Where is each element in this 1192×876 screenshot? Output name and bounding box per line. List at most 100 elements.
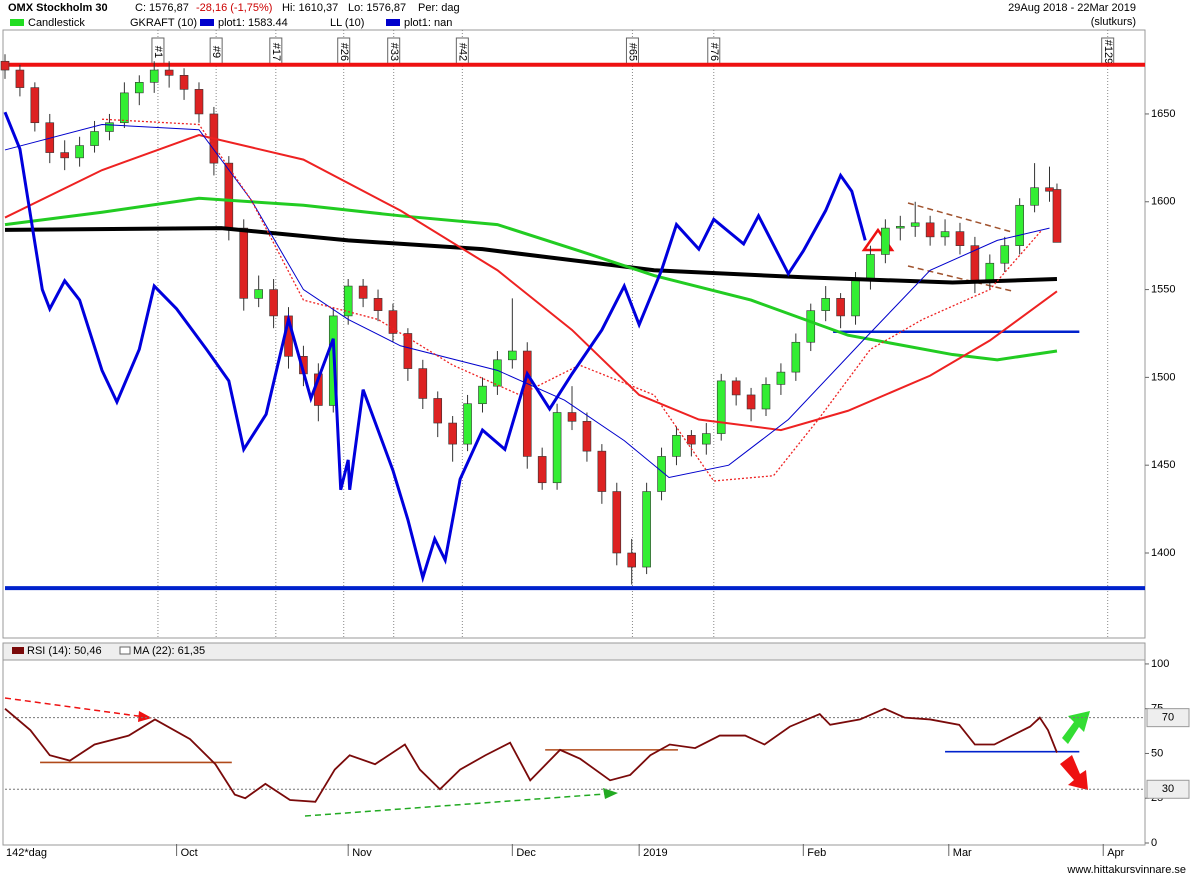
candle-body [940, 231, 950, 238]
candle-body [373, 298, 383, 311]
event-label: #129 [1102, 40, 1114, 64]
candle-body [702, 433, 711, 445]
candle-body [418, 368, 428, 399]
candle-body [552, 412, 562, 484]
event-label: #17 [270, 43, 282, 61]
trend-line [907, 202, 1013, 233]
high: Hi: 1610,37 [282, 2, 338, 14]
legend-entry: plot1: 1583.44 [218, 17, 288, 29]
candle-body [343, 285, 353, 317]
legend-entry: GKRAFT (10) [130, 17, 197, 29]
ma-legend: MA (22): 61,35 [133, 645, 205, 657]
indicator-line [4, 226, 1058, 285]
candle-body [970, 245, 980, 282]
candle-body [0, 60, 10, 71]
rsi-panel [2, 659, 1146, 846]
arrow-head [603, 788, 618, 799]
x-tick-label: Oct [181, 847, 198, 859]
candle-body [537, 456, 547, 484]
period: Per: dag [418, 2, 460, 14]
candle-body [90, 131, 99, 146]
y-tick-label: 1400 [1151, 547, 1175, 559]
candle-body [1052, 189, 1062, 243]
down-arrow [1060, 755, 1088, 790]
candle-body [895, 226, 905, 229]
candle-body [493, 359, 502, 387]
ma-swatch [119, 646, 131, 655]
low: Lo: 1576,87 [348, 2, 406, 14]
rsi-level-label: 70 [1162, 712, 1174, 724]
candle-body [866, 254, 875, 282]
candle-body [1000, 245, 1010, 264]
event-label: #26 [338, 43, 350, 61]
candle-body [582, 420, 592, 452]
candle-body [403, 333, 413, 369]
candle-body [134, 82, 144, 94]
x-tick-label: Feb [807, 847, 826, 859]
candle-body [30, 87, 40, 124]
candle-body [657, 456, 666, 492]
candle-body [448, 422, 457, 445]
candle-body [239, 227, 249, 299]
candle-body [716, 380, 726, 434]
candle-body [508, 350, 517, 361]
trend-arrow [304, 793, 606, 817]
candle-body [612, 491, 622, 554]
trend-arrow [4, 697, 146, 718]
y-tick-label: 1550 [1151, 283, 1175, 295]
rsi-swatch [12, 647, 24, 654]
up-arrow [1062, 711, 1090, 744]
candle-body [478, 385, 487, 405]
indicator-line [3, 111, 867, 584]
indicator-line [4, 133, 1058, 432]
candle-body [1030, 187, 1039, 206]
candle-body [836, 298, 845, 317]
price-panel [2, 29, 1146, 639]
legend-swatch [386, 19, 400, 26]
candle-body [731, 380, 741, 396]
candle-body [672, 435, 681, 457]
event-label: #42 [456, 43, 468, 61]
indicator-line [4, 123, 1050, 479]
candle-body [791, 341, 801, 373]
candle-body [642, 491, 651, 568]
x-tick-label: Nov [352, 847, 372, 859]
candle-body [433, 398, 443, 424]
rsi-y-tick-label: 100 [1151, 658, 1169, 670]
candle-body [358, 285, 368, 299]
candle-body [522, 350, 532, 457]
rsi-level-box [1146, 779, 1190, 799]
legend-entry: Candlestick [28, 17, 85, 29]
event-label: #65 [627, 43, 639, 61]
rsi-y-tick-label: 50 [1151, 747, 1163, 759]
candle-body [179, 75, 189, 90]
y-tick-label: 1600 [1151, 196, 1175, 208]
candle-body [75, 145, 84, 159]
legend-swatch [200, 19, 214, 26]
legend-entry: LL (10) [330, 17, 364, 29]
rsi-level-label: 30 [1162, 783, 1174, 795]
candle-body [254, 289, 263, 299]
trend-line [907, 265, 1013, 292]
candle-body [15, 69, 25, 88]
candle-body [463, 403, 472, 445]
candle-body [761, 384, 771, 410]
candle-body [746, 394, 756, 410]
legend-swatch [10, 19, 24, 26]
candle-body [687, 435, 696, 445]
x-tick-label: Dec [516, 847, 536, 859]
date-range: 29Aug 2018 - 22Mar 2019 [1008, 2, 1136, 14]
legend-entry: plot1: nan [404, 17, 452, 29]
candle-body [955, 231, 965, 246]
event-label: #76 [708, 43, 720, 61]
change: -28,16 (-1,75%) [196, 2, 272, 14]
rsi-legend: RSI (14): 50,46 [27, 645, 102, 657]
close: C: 1576,87 [135, 2, 189, 14]
candle-body [925, 222, 935, 238]
candle-body [1045, 187, 1054, 192]
rsi-y-tick-label: 0 [1151, 837, 1157, 849]
candle-body [881, 227, 890, 255]
rsi-line [4, 707, 1058, 803]
